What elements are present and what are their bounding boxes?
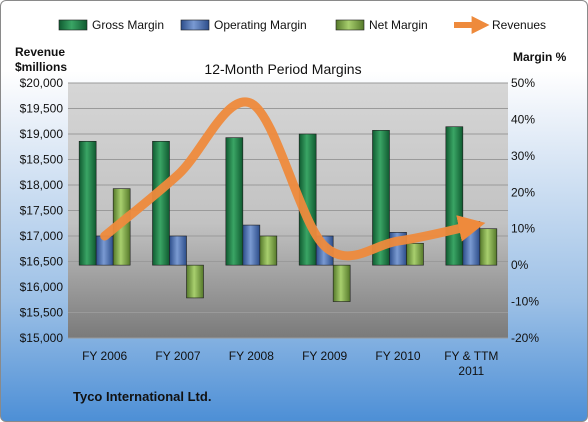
category-label: FY 2006 [82, 349, 127, 363]
legend-swatch [58, 19, 88, 31]
left-tick-label: $17,000 [20, 229, 64, 243]
right-axis-ticks: -20% -10% 0% 10% 20% 30% 40% 50% [511, 76, 539, 345]
bars-group [78, 126, 498, 302]
legend-label: Gross Margin [92, 18, 164, 32]
category-label: FY 2008 [229, 349, 274, 363]
left-tick-label: $18,000 [20, 178, 64, 192]
category-label: FY 2010 [375, 349, 420, 363]
operating-margin-bar [242, 224, 261, 266]
net-margin-bar [259, 235, 278, 266]
right-tick-label: 10% [511, 222, 535, 236]
gross-margin-bar [372, 130, 390, 266]
left-tick-label: $15,500 [20, 306, 64, 320]
right-tick-label: 50% [511, 76, 535, 90]
left-tick-label: $16,500 [20, 255, 64, 269]
left-tick-label: $19,500 [20, 102, 64, 116]
legend-label: Net Margin [369, 18, 428, 32]
left-tick-label: $16,000 [20, 280, 64, 294]
right-tick-label: -20% [511, 331, 539, 345]
right-tick-label: 20% [511, 185, 535, 199]
category-label: 2011 [458, 364, 484, 378]
right-tick-label: 40% [511, 112, 535, 126]
right-tick-label: 0% [511, 258, 529, 272]
left-tick-label: $15,000 [20, 331, 64, 345]
gross-margin-bar [78, 140, 97, 266]
gridlines [68, 82, 508, 339]
legend-swatch [335, 19, 365, 31]
legend-swatch [180, 19, 210, 31]
left-tick-label: $20,000 [20, 76, 64, 90]
gross-margin-bar [152, 140, 170, 266]
gross-margin-bar [225, 137, 244, 266]
category-label: FY 2007 [155, 349, 200, 363]
category-label: FY & TTM [444, 349, 498, 363]
right-axis-title: Margin % [513, 50, 567, 64]
category-label: FY 2009 [302, 349, 347, 363]
legend-label: Revenues [492, 18, 546, 32]
left-axis-title-line1: Revenue [15, 45, 65, 59]
revenues-line [100, 97, 486, 261]
left-axis-ticks: $15,000 $15,500 $16,000 $16,500 $17,000 $17,5… [20, 76, 64, 345]
left-tick-label: $19,000 [20, 127, 64, 141]
right-tick-label: 30% [511, 149, 535, 163]
left-tick-label: $18,500 [20, 153, 64, 167]
left-tick-label: $17,500 [20, 204, 64, 218]
operating-margin-bar [169, 235, 187, 266]
chart-title: 12-Month Period Margins [204, 61, 361, 77]
net-margin-bar [186, 264, 204, 299]
legend-label: Operating Margin [214, 18, 307, 32]
gross-margin-bar [445, 126, 464, 266]
chart-legend: Gross Margin Operating Margin Net Margin Re… [58, 16, 546, 34]
revenue-line-group [100, 97, 486, 261]
net-margin-bar [479, 228, 498, 266]
left-axis-title-line2: $millions [15, 60, 67, 74]
category-labels: FY 2006 FY 2007 FY 2008 FY 2009 FY 2010 FY & … [82, 349, 498, 378]
net-margin-bar [406, 242, 424, 266]
right-tick-label: -10% [511, 295, 539, 309]
net-margin-bar [332, 264, 351, 302]
company-name: Tyco International Ltd. [73, 389, 211, 404]
